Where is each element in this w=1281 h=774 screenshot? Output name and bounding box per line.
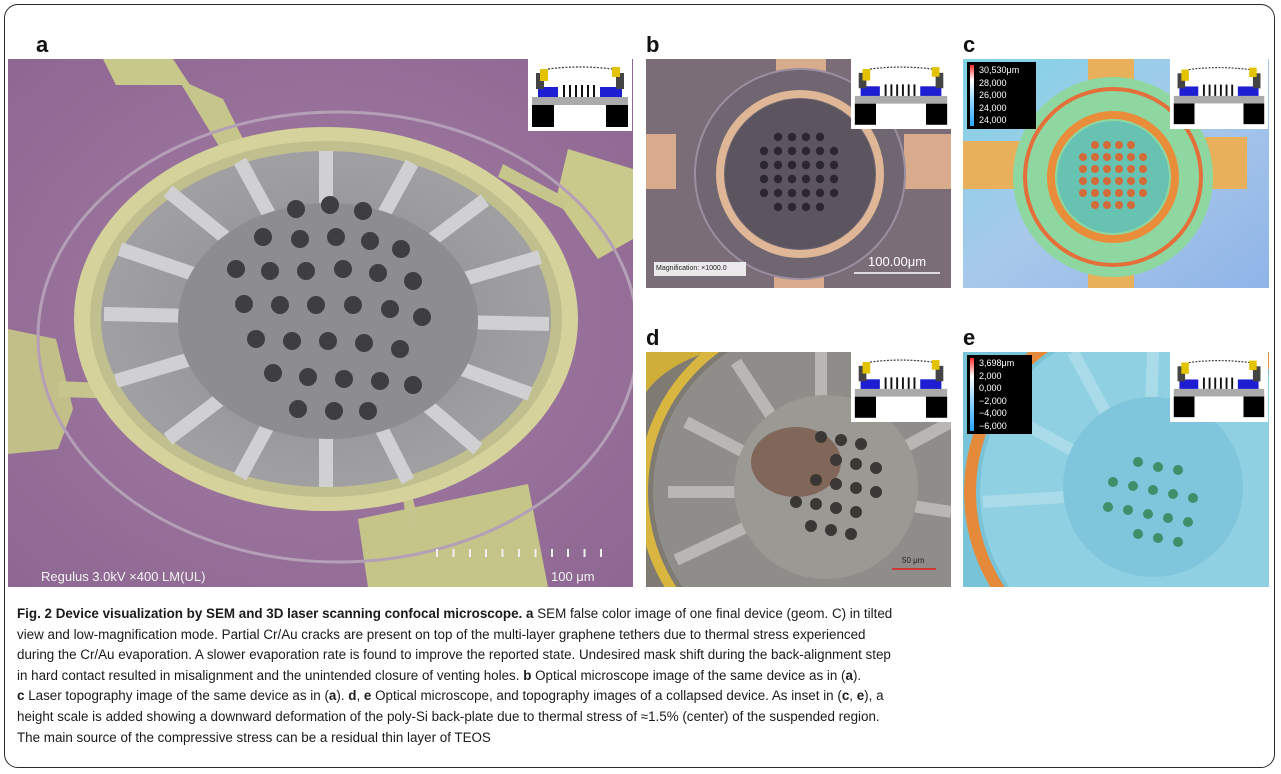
color-scale-bar <box>970 358 974 431</box>
caption-text: Optical microscope image of the same dev… <box>535 667 846 683</box>
color-scale-bar <box>970 65 974 126</box>
panel-label-c: c <box>963 32 976 57</box>
height-legend-c: 30,530μm 28,000 26,000 24,000 24,000 <box>967 62 1036 129</box>
scale-bar-label-a: 100 μm <box>551 569 595 584</box>
panel-a-sem-image: Regulus 3.0kV ×400 LM(UL) 100 μm <box>8 59 633 587</box>
caption-ref: c <box>841 688 850 704</box>
height-legend-e: 3,698μm 2,000 0,000 −2,000 −4,000 −6,000 <box>967 355 1032 434</box>
caption-line: Fig. 2 Device visualization by SEM and 3… <box>17 604 1265 625</box>
panel-label-a: a <box>36 32 49 57</box>
legend-label: 24,000 <box>979 115 1007 125</box>
caption-line: height scale is added showing a downward… <box>17 708 880 724</box>
caption-text: ). <box>336 688 345 704</box>
caption-ref: b <box>523 667 532 683</box>
device-cross-section-inset-a <box>528 59 632 131</box>
caption-ref: a <box>328 688 337 704</box>
caption-ref: c <box>17 688 25 704</box>
legend-label: 30,530μm <box>979 65 1020 75</box>
magnification-text: Magnification: ×1000.0 <box>656 265 727 272</box>
caption-text: ), a <box>864 688 884 704</box>
caption-ref: e <box>363 688 372 704</box>
legend-label: −2,000 <box>979 395 1007 406</box>
panel-label-e: e <box>963 325 976 350</box>
caption-text: Optical microscope, and topography image… <box>375 688 842 704</box>
caption-text: , <box>849 688 857 704</box>
panel-label-b: b <box>646 32 660 57</box>
legend-label: −6,000 <box>979 420 1007 431</box>
caption-line: view and low-magnification mode. Partial… <box>17 626 866 642</box>
legend-label: 3,698μm <box>979 358 1015 368</box>
caption-title: Fig. 2 Device visualization by SEM and 3… <box>17 606 523 621</box>
panel-label-d: d <box>646 325 660 350</box>
caption-line: The main source of the compressive stres… <box>17 729 491 745</box>
caption-line: c Laser topography image of the same dev… <box>17 688 884 704</box>
caption-text: ). <box>852 667 862 683</box>
device-cross-section-inset-d <box>851 352 951 422</box>
scale-bar-a <box>436 549 602 557</box>
legend-label: 0,000 <box>979 383 1002 393</box>
caption-text: in hard contact resulted in misalignment… <box>17 667 520 683</box>
caption-line: in hard contact resulted in misalignment… <box>17 666 1265 687</box>
panel-e-topography-collapsed-image: 3,698μm 2,000 0,000 −2,000 −4,000 −6,000 <box>963 352 1269 587</box>
caption-ref: a <box>845 667 853 683</box>
legend-label: 26,000 <box>979 90 1007 100</box>
caption-text: SEM false color image of one final devic… <box>537 606 893 621</box>
legend-label: 24,000 <box>979 102 1007 113</box>
caption-text: Laser topography image of the same devic… <box>28 688 329 704</box>
figure-frame <box>4 4 1275 768</box>
sem-info-text: Regulus 3.0kV ×400 LM(UL) <box>41 569 206 584</box>
caption-ref: e <box>856 688 865 704</box>
device-cross-section-inset-c <box>1170 59 1268 129</box>
legend-label: 28,000 <box>979 77 1007 88</box>
figure-caption: Fig. 2 Device visualization by SEM and 3… <box>17 604 1265 748</box>
legend-label: −4,000 <box>979 408 1007 418</box>
caption-ref: a <box>526 606 534 621</box>
scale-bar-label-d: 50 μm <box>902 556 925 565</box>
caption-line: during the Cr/Au evaporation. A slower e… <box>17 647 891 663</box>
legend-label: 2,000 <box>979 370 1002 381</box>
device-cross-section-inset-e <box>1170 352 1268 422</box>
device-cross-section-inset-b <box>851 59 951 129</box>
caption-ref: d <box>348 688 357 704</box>
scale-bar-label-b: 100.00μm <box>868 254 927 269</box>
